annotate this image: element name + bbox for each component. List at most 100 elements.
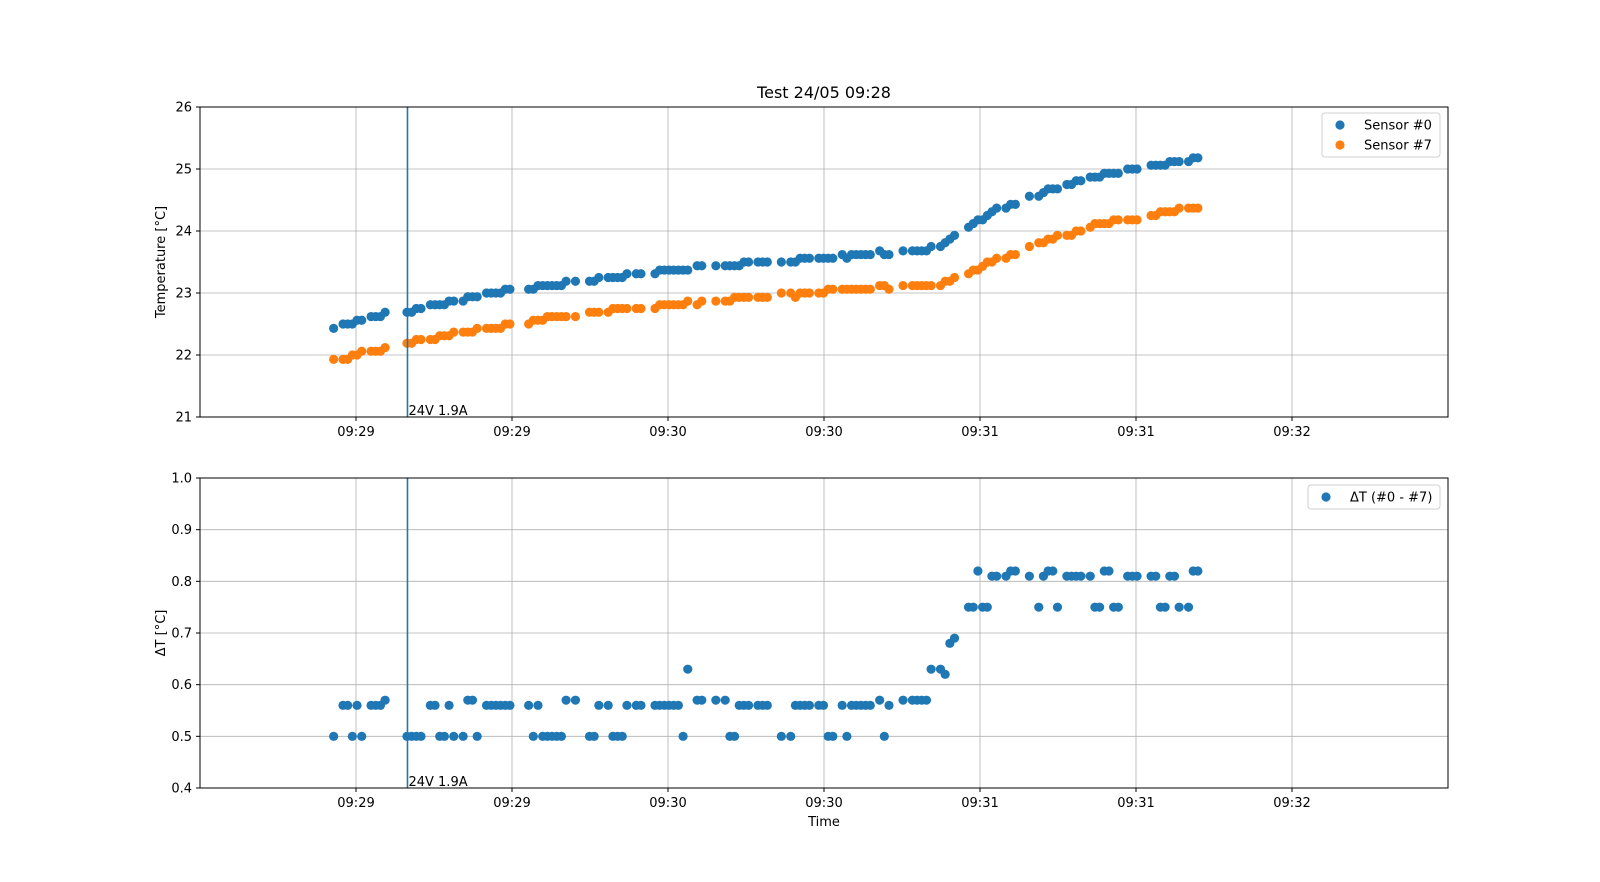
chart0-point-1-38 bbox=[561, 311, 571, 322]
chart0-point-1-95 bbox=[926, 280, 936, 291]
chart0-point-0-139 bbox=[1193, 153, 1203, 163]
chart0-point-0-129 bbox=[1132, 164, 1142, 174]
chart0-point-0-19 bbox=[449, 296, 459, 306]
chart1-point-0-94 bbox=[921, 695, 932, 705]
chart0-point-0-66 bbox=[744, 257, 754, 267]
chart0-point-0-0 bbox=[329, 323, 339, 333]
chart0-ytick-label-5: 26 bbox=[175, 101, 192, 116]
chart1-point-0-0 bbox=[329, 731, 339, 741]
chart1-point-0-15 bbox=[430, 700, 440, 710]
chart0-point-1-49 bbox=[636, 303, 646, 314]
chart1-point-0-46 bbox=[617, 731, 627, 741]
chart1-point-0-60 bbox=[711, 695, 721, 705]
chart0-point-0-99 bbox=[949, 230, 960, 240]
chart0-xtick-label-1: 09:29 bbox=[493, 425, 530, 440]
chart0: 24V 1.9A 09:29 09:29 09:30 09:30 09:31 09:31 09… bbox=[154, 83, 1449, 440]
chart0-series-0 bbox=[329, 153, 1203, 333]
chart1-point-0-22 bbox=[467, 695, 478, 705]
chart1-point-0-129 bbox=[1132, 571, 1142, 581]
chart1-point-0-30 bbox=[524, 700, 534, 710]
chart0-point-0-79 bbox=[828, 253, 838, 263]
chart1-point-0-139 bbox=[1193, 566, 1203, 576]
chart0-point-1-90 bbox=[898, 280, 908, 291]
chart0-series-1 bbox=[329, 203, 1203, 364]
chart1-point-0-90 bbox=[898, 695, 908, 705]
chart1-point-0-119 bbox=[1076, 571, 1086, 581]
chart0-point-0-23 bbox=[472, 292, 482, 302]
chart1-annotation-label: 24V 1.9A bbox=[408, 775, 467, 790]
chart1-series-0 bbox=[329, 566, 1203, 741]
chart0-point-1-66 bbox=[744, 292, 754, 302]
chart1-legend-marker-0 bbox=[1321, 492, 1331, 502]
chart1-point-0-75 bbox=[804, 700, 815, 710]
chart0-point-1-129 bbox=[1132, 215, 1142, 225]
chart1-point-0-55 bbox=[673, 700, 684, 710]
chart1-point-0-13 bbox=[416, 731, 426, 741]
chart0-point-1-69 bbox=[762, 292, 772, 302]
chart1-point-0-63 bbox=[729, 731, 740, 741]
chart1-point-0-19 bbox=[449, 731, 459, 741]
chart1-xtick-label-4: 09:31 bbox=[961, 796, 998, 811]
chart0-point-0-42 bbox=[594, 272, 604, 283]
chart1-point-0-31 bbox=[528, 731, 538, 741]
chart1-point-0-97 bbox=[940, 669, 950, 679]
chart1-point-0-115 bbox=[1052, 602, 1063, 612]
chart0-ylabel: Temperature [°C] bbox=[154, 206, 169, 319]
chart1-point-0-49 bbox=[636, 700, 646, 710]
chart0-xtick-label-6: 09:32 bbox=[1273, 425, 1310, 440]
chart1-point-0-57 bbox=[683, 664, 693, 674]
chart1-point-0-9 bbox=[380, 695, 390, 705]
chart0-point-1-59 bbox=[697, 296, 707, 306]
chart0-point-1-99 bbox=[949, 272, 960, 283]
chart1-point-0-101 bbox=[968, 602, 978, 612]
chart0-point-1-109 bbox=[1010, 249, 1020, 260]
chart1-point-0-61 bbox=[720, 695, 730, 705]
chart1-ytick-label-6: 1.0 bbox=[171, 472, 192, 487]
chart1-legend-label-0: ΔT (#0 - #7) bbox=[1350, 491, 1432, 506]
chart1-point-0-37 bbox=[556, 731, 567, 741]
chart0-xtick-label-0: 09:29 bbox=[337, 425, 374, 440]
chart1-point-0-109 bbox=[1010, 566, 1020, 576]
chart0-point-1-19 bbox=[449, 327, 459, 337]
chart0-point-1-126 bbox=[1113, 215, 1123, 225]
chart1-xlabel: Time bbox=[807, 815, 840, 830]
chart1-point-0-135 bbox=[1169, 571, 1180, 581]
chart0-point-0-90 bbox=[898, 246, 908, 256]
chart1-xtick-label-1: 09:29 bbox=[493, 796, 530, 811]
chart0-title: Test 24/05 09:28 bbox=[756, 83, 891, 102]
chart1-point-0-29 bbox=[505, 700, 515, 710]
chart0-legend-box bbox=[1321, 112, 1441, 158]
chart0-point-0-57 bbox=[683, 265, 693, 275]
chart1-point-0-124 bbox=[1104, 566, 1114, 576]
chart0-point-0-119 bbox=[1076, 176, 1086, 186]
chart1-point-0-23 bbox=[472, 731, 482, 741]
chart1-point-0-18 bbox=[444, 700, 454, 710]
chart0-legend-marker-0 bbox=[1335, 120, 1345, 130]
chart0-point-1-5 bbox=[357, 346, 367, 356]
chart1-point-0-66 bbox=[744, 700, 754, 710]
chart0-point-1-0 bbox=[329, 354, 339, 364]
chart0-xtick-label-5: 09:31 bbox=[1117, 425, 1154, 440]
chart1-legend-box bbox=[1307, 484, 1441, 510]
chart0-point-1-42 bbox=[594, 307, 604, 317]
chart1-point-0-88 bbox=[879, 731, 889, 741]
chart0-legend: Sensor #0 Sensor #7 bbox=[1321, 112, 1441, 158]
chart0-point-0-39 bbox=[570, 276, 581, 286]
chart1-point-0-137 bbox=[1183, 602, 1194, 612]
chart1-ytick-label-4: 0.8 bbox=[171, 575, 192, 590]
chart1-ytick-label-0: 0.4 bbox=[171, 782, 192, 797]
chart0-point-1-89 bbox=[884, 284, 894, 294]
chart0-point-1-79 bbox=[828, 284, 838, 294]
chart1-point-0-114 bbox=[1048, 566, 1058, 576]
chart1-ytick-label-1: 0.5 bbox=[171, 730, 192, 745]
chart0-xtick-label-3: 09:30 bbox=[805, 425, 842, 440]
chart1-point-0-95 bbox=[926, 664, 936, 674]
chart0-point-0-126 bbox=[1113, 168, 1123, 178]
chart0-point-0-75 bbox=[804, 253, 815, 263]
chart1-point-0-70 bbox=[776, 731, 786, 741]
chart0-point-1-39 bbox=[570, 311, 581, 322]
chart0-point-0-5 bbox=[357, 315, 367, 325]
chart0-point-0-49 bbox=[636, 269, 646, 279]
chart0-point-1-139 bbox=[1193, 203, 1203, 213]
